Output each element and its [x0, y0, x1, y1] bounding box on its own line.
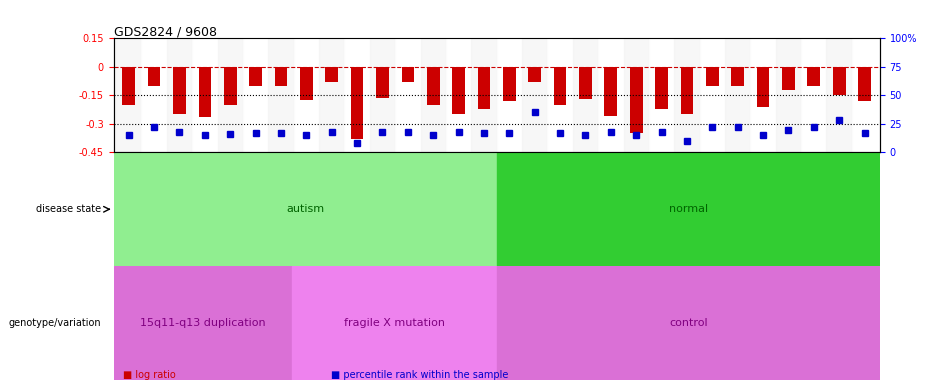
Bar [243, 38, 269, 152]
Text: 15q11-q13 duplication: 15q11-q13 duplication [140, 318, 266, 328]
Bar [548, 38, 572, 152]
Bar [503, 67, 516, 101]
Bar [649, 38, 674, 152]
Bar [166, 38, 192, 152]
Bar [427, 67, 440, 105]
Bar [851, 38, 877, 152]
Bar [604, 67, 617, 116]
Text: ■ log ratio: ■ log ratio [123, 370, 176, 380]
Text: ■ percentile rank within the sample: ■ percentile rank within the sample [331, 370, 509, 380]
Bar [351, 67, 363, 139]
Bar [497, 152, 880, 266]
Bar [122, 67, 135, 105]
Bar [706, 67, 719, 86]
Bar [421, 38, 446, 152]
Bar [269, 38, 293, 152]
Bar [579, 67, 592, 99]
Bar [452, 67, 464, 114]
Bar [325, 67, 338, 82]
Bar [377, 67, 389, 98]
Bar [497, 38, 522, 152]
Bar [725, 38, 750, 152]
Text: autism: autism [286, 204, 324, 214]
Bar [497, 266, 880, 380]
Bar [674, 38, 700, 152]
Text: GDS2824 / 9608: GDS2824 / 9608 [114, 25, 217, 38]
Bar [370, 38, 395, 152]
Bar [114, 152, 497, 266]
Bar [401, 67, 414, 82]
Bar [446, 38, 471, 152]
Bar [142, 38, 166, 152]
Bar [274, 67, 288, 86]
Bar [300, 67, 313, 100]
Bar [478, 67, 490, 109]
Bar [173, 67, 185, 114]
Bar [630, 67, 642, 133]
Bar [529, 67, 541, 82]
Bar [750, 38, 776, 152]
Bar [192, 38, 218, 152]
Bar [292, 266, 497, 380]
Bar [471, 38, 497, 152]
Bar [801, 38, 827, 152]
Bar [776, 38, 801, 152]
Bar [218, 38, 243, 152]
Bar [199, 67, 211, 117]
Bar [395, 38, 421, 152]
Bar [522, 38, 548, 152]
Bar [656, 67, 668, 109]
Text: control: control [669, 318, 708, 328]
Bar [782, 67, 795, 90]
Bar [827, 38, 851, 152]
Bar [116, 38, 142, 152]
Text: disease state: disease state [36, 204, 100, 214]
Bar [293, 38, 319, 152]
Text: normal: normal [669, 204, 708, 214]
Bar [623, 38, 649, 152]
Bar [757, 67, 769, 107]
Bar [832, 67, 846, 95]
Text: genotype/variation: genotype/variation [9, 318, 100, 328]
Bar [731, 67, 745, 86]
Bar [858, 67, 871, 101]
Bar [148, 67, 161, 86]
Bar [700, 38, 725, 152]
Bar [553, 67, 567, 105]
Bar [572, 38, 598, 152]
Bar [249, 67, 262, 86]
Text: fragile X mutation: fragile X mutation [344, 318, 445, 328]
Bar [114, 266, 292, 380]
Bar [808, 67, 820, 86]
Bar [680, 67, 693, 114]
Bar [344, 38, 370, 152]
Bar [319, 38, 344, 152]
Bar [598, 38, 623, 152]
Bar [224, 67, 236, 105]
